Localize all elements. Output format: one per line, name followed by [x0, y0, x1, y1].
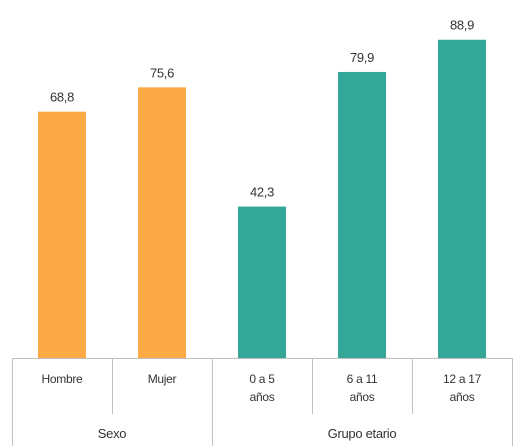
bar-4 — [338, 71, 386, 358]
tick-label-1: Hombre — [42, 372, 84, 386]
bars-layer — [38, 39, 486, 359]
value-label-4: 79,9 — [350, 50, 374, 65]
tick-labels-layer: Hombre Mujer 0 a 5 años 6 a 11 años 12 a 17 año… — [42, 372, 482, 404]
category-axis — [12, 358, 513, 446]
value-label-5: 88,9 — [450, 18, 474, 33]
tick-label-5: 12 a 17 años — [443, 372, 482, 404]
bar-3 — [238, 206, 286, 358]
value-labels-layer: 68,8 75,6 42,3 79,9 88,9 — [50, 18, 474, 200]
group-label-1: Sexo — [98, 426, 127, 441]
tick-label-2: Mujer — [148, 372, 177, 386]
tick-label-4: 6 a 11 años — [347, 372, 378, 404]
value-label-2: 75,6 — [150, 65, 174, 80]
tick-label-3: 0 a 5 años — [249, 372, 275, 404]
value-label-1: 68,8 — [50, 90, 74, 105]
bar-1 — [38, 111, 86, 358]
bar-5 — [438, 39, 486, 358]
bar-2 — [138, 87, 186, 359]
value-label-3: 42,3 — [250, 185, 274, 200]
group-labels-layer: Sexo Grupo etario — [98, 426, 397, 441]
group-label-2: Grupo etario — [328, 426, 397, 441]
